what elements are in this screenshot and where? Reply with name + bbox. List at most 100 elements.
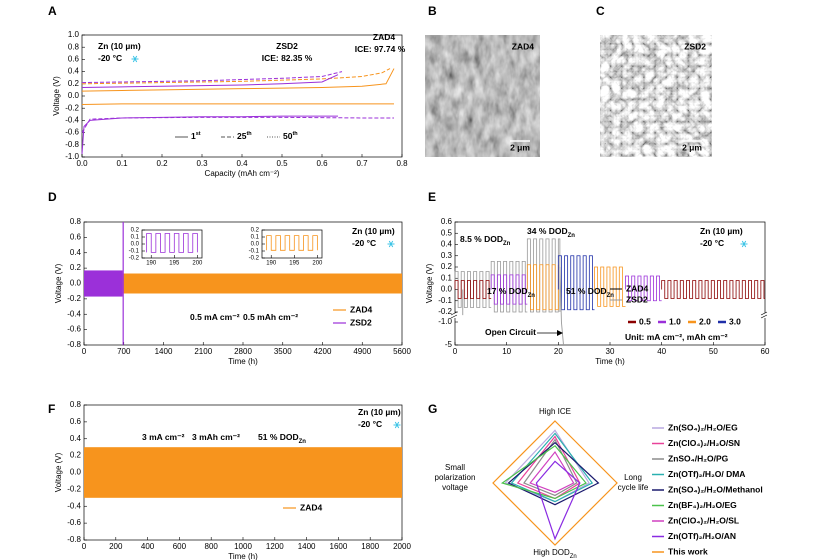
legend-label: 3.0 xyxy=(729,316,741,326)
y-tick-label: -0.4 xyxy=(67,501,81,510)
cycling-band xyxy=(84,270,123,297)
x-tick-label: 3500 xyxy=(274,347,292,356)
radar-polygon xyxy=(500,444,587,500)
voltage-wave xyxy=(625,275,662,302)
legend-label: 0.5 xyxy=(639,316,651,326)
annotation: -20 °C xyxy=(358,419,382,429)
y-tick-label: -0.6 xyxy=(67,325,81,334)
x-tick-label: 0.6 xyxy=(316,159,328,168)
radar-polygon xyxy=(492,420,618,546)
y-tick-label: -5 xyxy=(445,340,453,349)
voltage-wave xyxy=(454,271,492,308)
x-tick-label: 600 xyxy=(173,542,187,551)
legend-label: Zn(BF₄)₂/H₂O/EG xyxy=(668,500,737,510)
data-line xyxy=(81,116,394,133)
arrow-head xyxy=(557,330,563,336)
y-tick-label: 0.2 xyxy=(441,262,453,271)
radar-axis-label-line: Small xyxy=(445,463,465,472)
legend-label: ZSD2 xyxy=(626,294,648,304)
y-axis-label: Voltage (V) xyxy=(54,263,63,303)
x-tick-label: 0.5 xyxy=(276,159,288,168)
y-tick-label: -0.8 xyxy=(67,340,81,349)
legend-label: Zn(OTf)₂/H₂O/ DMA xyxy=(668,469,745,479)
annotation-text: -20 °C xyxy=(352,238,376,248)
annotation: 51 % DODZn xyxy=(566,286,614,298)
x-axis-label: Time (h) xyxy=(595,357,625,366)
x-tick-label: 4900 xyxy=(353,347,371,356)
y-tick-label: 0.6 xyxy=(68,55,80,64)
axis-break-mark xyxy=(450,311,458,316)
legend-label-text: 25 xyxy=(237,131,247,141)
y-tick-label: -0.6 xyxy=(67,518,81,527)
annotation: 3 mA cm⁻² xyxy=(142,432,185,442)
x-tick-label: 0.1 xyxy=(116,159,128,168)
panel-label: E xyxy=(428,190,436,204)
annotation-text: Unit: mA cm⁻², mAh cm⁻² xyxy=(625,332,728,342)
legend-label: Zn(ClO₄)₂/H₂O/SN xyxy=(668,438,740,448)
y-tick-label: 0.2 xyxy=(251,228,260,234)
legend-label: 1st xyxy=(191,131,201,141)
x-tick-label: 400 xyxy=(141,542,155,551)
y-tick-label: 0.0 xyxy=(131,242,140,248)
x-tick-label: 4200 xyxy=(314,347,332,356)
y-tick-label: 0.2 xyxy=(70,263,82,272)
legend-label-sup: st xyxy=(196,131,201,137)
data-line xyxy=(266,235,318,251)
radar-polygon xyxy=(535,460,581,541)
x-tick-label: 1400 xyxy=(298,542,316,551)
legend-label: ZAD4 xyxy=(300,502,322,512)
x-tick-label: 20 xyxy=(554,347,563,356)
voltage-wave xyxy=(526,264,559,311)
x-tick-label: 1400 xyxy=(155,347,173,356)
axis-break-mark xyxy=(760,314,768,319)
x-tick-label: 1000 xyxy=(234,542,252,551)
legend-label: Zn(ClO₄)₂/H₂O/SL xyxy=(668,515,739,525)
y-tick-label: -1.0 xyxy=(65,152,79,161)
x-axis-label: Time (h) xyxy=(228,552,258,560)
y-tick-label: -0.1 xyxy=(438,296,452,305)
voltage-wave xyxy=(454,280,492,299)
x-tick-label: 40 xyxy=(657,347,666,356)
x-tick-label: 1200 xyxy=(266,542,284,551)
y-tick-label: 0.4 xyxy=(70,248,82,257)
x-tick-label: 2000 xyxy=(393,542,411,551)
legend-label-text: 50 xyxy=(283,131,293,141)
voltage-wave xyxy=(490,274,528,305)
image-label: ZSD2 xyxy=(684,41,706,51)
y-tick-label: 0.1 xyxy=(131,235,140,241)
y-tick-label: 0.0 xyxy=(441,285,453,294)
y-tick-label: 0.6 xyxy=(70,232,82,241)
annotation-text: Zn (10 µm) xyxy=(98,41,141,51)
cycling-band xyxy=(122,273,402,294)
y-tick-label: -0.2 xyxy=(67,294,81,303)
y-tick-label: -0.6 xyxy=(65,128,79,137)
annotation: 8.5 % DODZn xyxy=(460,234,511,246)
annotation-text: 0.5 mAh cm⁻² xyxy=(243,312,298,322)
legend-label: 50th xyxy=(283,131,298,141)
sem-image xyxy=(600,35,712,157)
y-tick-label: -0.1 xyxy=(249,249,260,255)
snowflake-icon xyxy=(388,240,394,248)
legend-label-text: 1 xyxy=(191,131,196,141)
voltage-wave xyxy=(557,255,595,311)
y-tick-label: -0.4 xyxy=(65,116,79,125)
annotation-text: ICE: 97.74 % xyxy=(355,44,406,54)
x-tick-label: 50 xyxy=(709,347,718,356)
data-line xyxy=(146,233,198,253)
annotation-sub: Zn xyxy=(503,241,511,247)
legend-label: This work xyxy=(668,546,708,556)
x-tick-label: 0.4 xyxy=(236,159,248,168)
cycling-band xyxy=(84,447,402,498)
annotation: Zn (10 µm) xyxy=(700,226,743,236)
x-tick-label: 2100 xyxy=(194,347,212,356)
radar-axis-label: Long cycle life xyxy=(618,473,649,492)
annotation-text: 0.5 mA cm⁻² xyxy=(190,312,240,322)
annotation: Zn (10 µm) xyxy=(358,407,401,417)
annotation: 17 % DODZn xyxy=(487,286,535,298)
plot-frame xyxy=(261,229,323,259)
legend-label-sup: th xyxy=(292,131,298,137)
legend-label: ZAD4 xyxy=(350,304,372,314)
data-line xyxy=(81,68,395,92)
x-tick-label: 700 xyxy=(117,347,131,356)
axis-break-mark xyxy=(760,311,768,316)
